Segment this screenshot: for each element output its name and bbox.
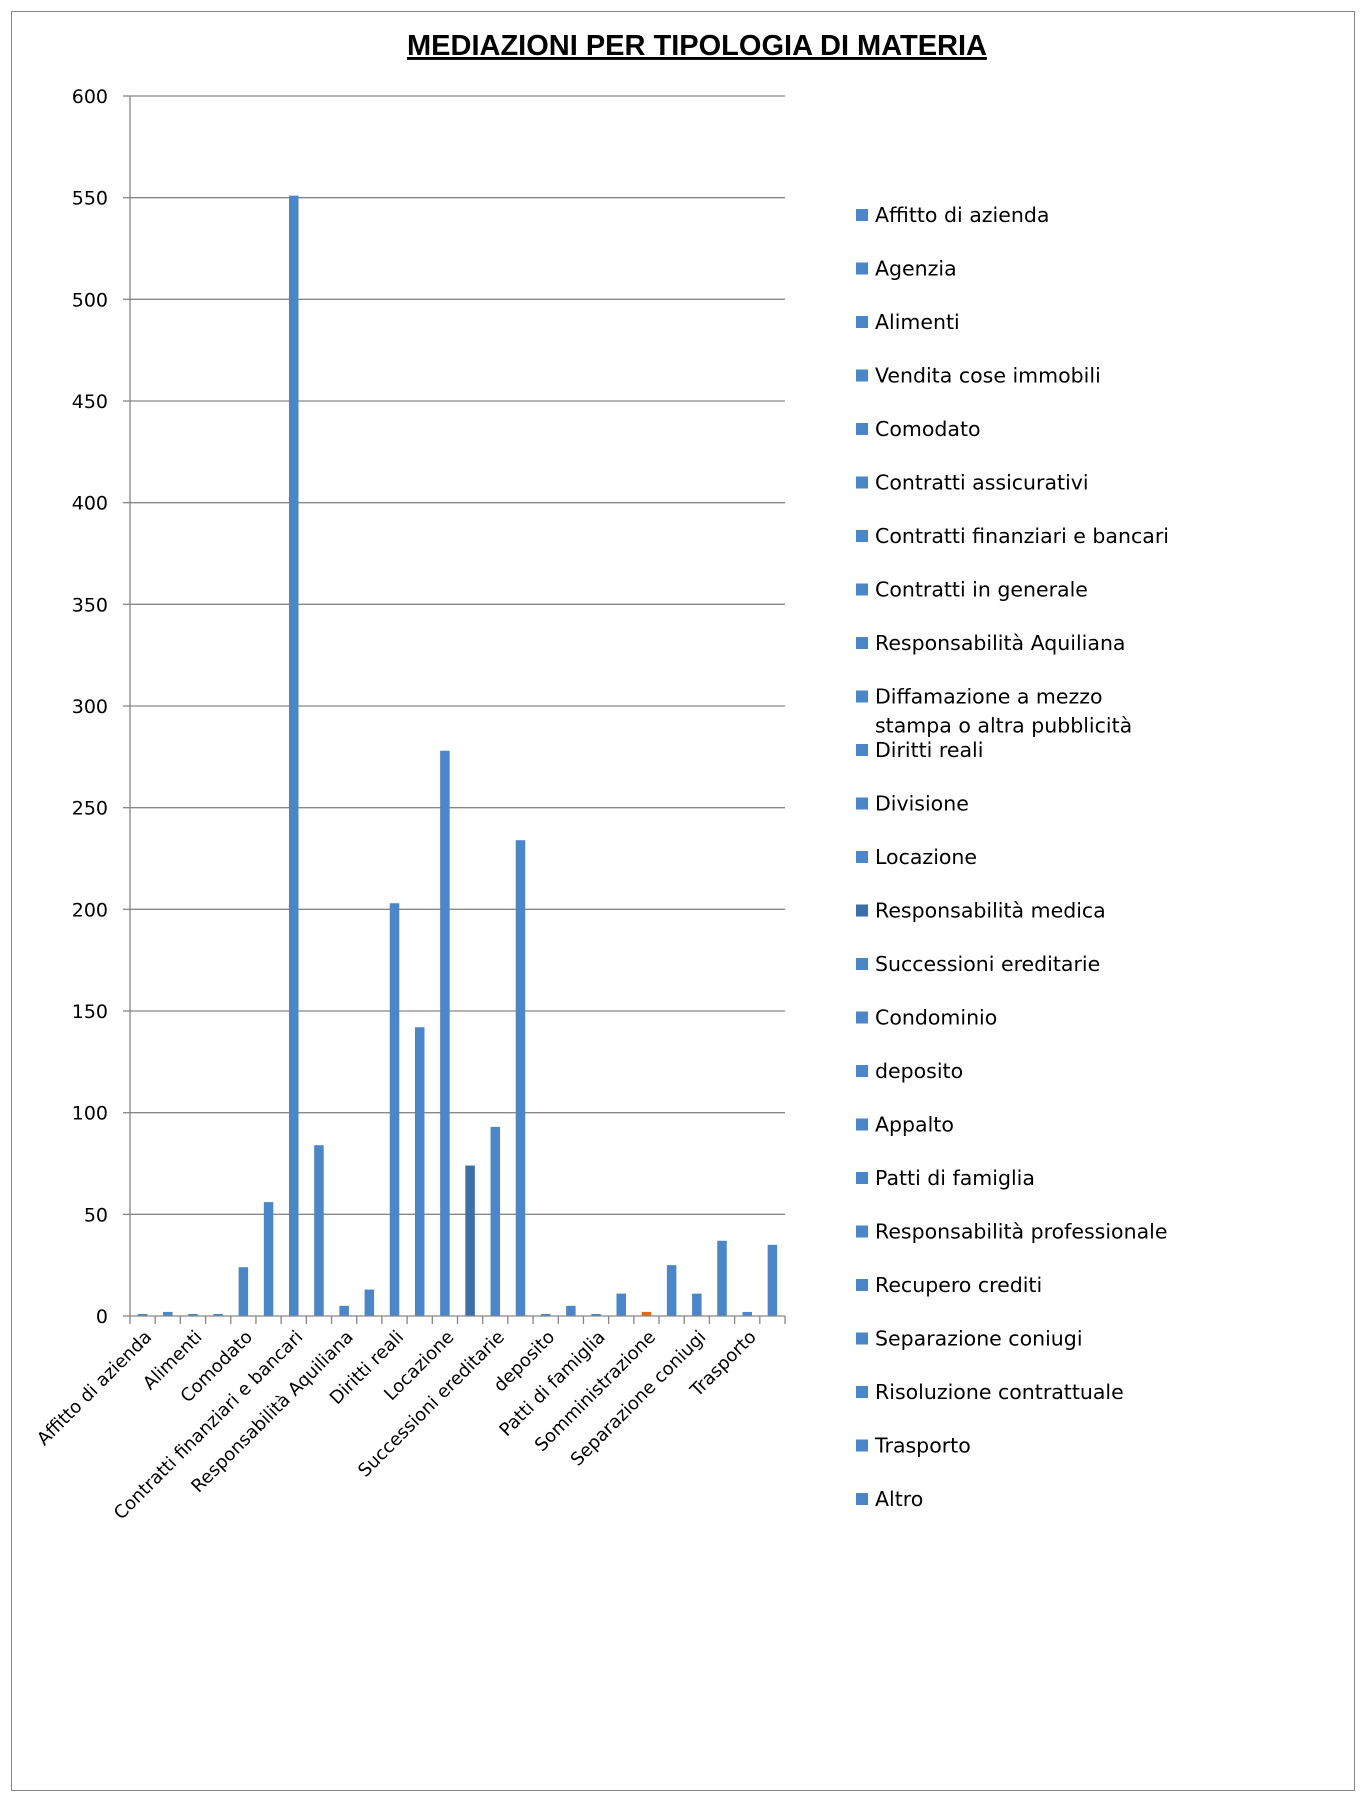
y-tick-label: 400 bbox=[72, 493, 108, 515]
y-tick-label: 150 bbox=[72, 1001, 108, 1023]
bar bbox=[566, 1305, 576, 1316]
legend-swatch bbox=[856, 583, 868, 596]
legend-label: Contratti finanziari e bancari bbox=[875, 524, 1169, 548]
bar bbox=[339, 1305, 349, 1316]
legend-swatch bbox=[856, 690, 868, 703]
legend-label: Condominio bbox=[875, 1006, 997, 1030]
legend-label: Risoluzione contrattuale bbox=[875, 1380, 1124, 1404]
y-tick-label: 100 bbox=[72, 1103, 108, 1125]
legend-swatch bbox=[856, 1011, 868, 1024]
y-tick-label: 250 bbox=[72, 798, 108, 820]
legend-label: Appalto bbox=[875, 1113, 954, 1137]
legend-label: Affitto di azienda bbox=[875, 203, 1049, 227]
y-axis-ticks: 0 50 100 150 200 250 300 350 400 450 500 550 600 bbox=[72, 86, 130, 1328]
legend-swatch bbox=[856, 1225, 868, 1238]
legend-label: Divisione bbox=[875, 792, 969, 816]
legend-swatch bbox=[856, 262, 868, 275]
bar bbox=[163, 1311, 173, 1316]
y-tick-label: 0 bbox=[96, 1306, 108, 1328]
y-tick-label: 600 bbox=[72, 86, 108, 108]
y-tick-label: 50 bbox=[84, 1204, 108, 1226]
y-tick-label: 500 bbox=[72, 289, 108, 311]
y-tick-label: 200 bbox=[72, 899, 108, 921]
legend-swatch bbox=[856, 530, 868, 542]
bar bbox=[666, 1265, 677, 1316]
legend-label: Patti di famiglia bbox=[875, 1166, 1035, 1190]
legend-label: Recupero crediti bbox=[875, 1273, 1042, 1297]
chart-frame: MEDIAZIONI PER TIPOLOGIA DI MATERIA 0 50 1… bbox=[11, 11, 1355, 1791]
y-tick-label: 350 bbox=[72, 594, 108, 616]
bar bbox=[490, 1126, 501, 1316]
bar bbox=[465, 1165, 475, 1316]
bar bbox=[364, 1289, 375, 1316]
legend-swatch bbox=[856, 423, 868, 435]
bar bbox=[440, 750, 450, 1316]
grid-lines bbox=[130, 95, 785, 1215]
y-tick-label: 300 bbox=[72, 696, 108, 718]
legend-label: Responsabilità Aquiliana bbox=[875, 631, 1126, 655]
legend-swatch bbox=[856, 209, 868, 221]
bar bbox=[616, 1293, 626, 1316]
legend-label: Diffamazione a mezzo stampa o altra pubbl… bbox=[875, 685, 1132, 738]
bar-chart: MEDIAZIONI PER TIPOLOGIA DI MATERIA 0 50 1… bbox=[33, 30, 1169, 1524]
bar bbox=[540, 1313, 551, 1316]
y-tick-label: 450 bbox=[72, 391, 108, 413]
legend-label: Agenzia bbox=[875, 257, 957, 281]
legend-label: Trasporto bbox=[874, 1434, 971, 1458]
legend-swatch bbox=[856, 1065, 868, 1077]
bar bbox=[289, 195, 299, 1317]
y-tick-label: 550 bbox=[72, 188, 108, 210]
legend-swatch bbox=[856, 1493, 868, 1505]
x-axis-labels: Affitto di aziendaAlimentiComodatoContra… bbox=[33, 1327, 761, 1524]
legend-swatch bbox=[856, 1386, 868, 1398]
bar bbox=[137, 1313, 148, 1316]
bar bbox=[641, 1311, 652, 1316]
legend-label: Diritti reali bbox=[875, 738, 983, 762]
legend-label: Responsabilità professionale bbox=[875, 1220, 1167, 1244]
legend-label: Contratti in generale bbox=[875, 578, 1088, 602]
legend-swatch bbox=[856, 1332, 868, 1345]
legend-swatch bbox=[856, 851, 868, 863]
legend-swatch bbox=[856, 797, 868, 810]
legend-label: Contratti assicurativi bbox=[875, 471, 1089, 495]
bar bbox=[717, 1240, 727, 1316]
legend-swatch bbox=[856, 1279, 868, 1291]
legend-label: deposito bbox=[875, 1059, 963, 1083]
legend-swatch bbox=[856, 316, 868, 328]
bar bbox=[692, 1293, 702, 1316]
legend-label: Successioni ereditarie bbox=[875, 952, 1100, 976]
chart-title: MEDIAZIONI PER TIPOLOGIA DI MATERIA bbox=[407, 30, 987, 62]
bar bbox=[389, 903, 400, 1316]
legend-label: Altro bbox=[875, 1487, 923, 1511]
legend-swatch bbox=[856, 476, 868, 489]
legend-swatch bbox=[856, 637, 868, 649]
legend-label: Comodato bbox=[875, 417, 981, 441]
bar bbox=[314, 1145, 324, 1316]
bar bbox=[414, 1027, 425, 1316]
legend-label: Vendita cose immobili bbox=[875, 364, 1101, 388]
legend: Affitto di azienda Agenzia Alimenti Vendita… bbox=[856, 203, 1169, 1511]
axes bbox=[129, 96, 786, 1324]
bar bbox=[591, 1313, 601, 1316]
bar bbox=[767, 1244, 778, 1316]
bar bbox=[188, 1313, 198, 1316]
bar bbox=[213, 1313, 223, 1316]
bar bbox=[515, 840, 526, 1316]
bar bbox=[238, 1267, 249, 1316]
legend-swatch bbox=[856, 1439, 868, 1452]
x-axis-label: Affitto di azienda bbox=[33, 1327, 156, 1450]
legend-label: Responsabilità medica bbox=[875, 899, 1106, 923]
bars bbox=[137, 195, 778, 1317]
legend-swatch bbox=[856, 744, 868, 756]
legend-swatch bbox=[856, 1118, 868, 1131]
bar bbox=[263, 1202, 274, 1316]
legend-swatch bbox=[856, 904, 868, 917]
legend-label: Separazione coniugi bbox=[875, 1327, 1083, 1351]
legend-swatch bbox=[856, 1172, 868, 1184]
bar bbox=[742, 1311, 752, 1316]
legend-label: Locazione bbox=[875, 845, 977, 869]
legend-label: Alimenti bbox=[875, 310, 960, 334]
legend-swatch bbox=[856, 958, 868, 970]
legend-swatch bbox=[856, 369, 868, 382]
